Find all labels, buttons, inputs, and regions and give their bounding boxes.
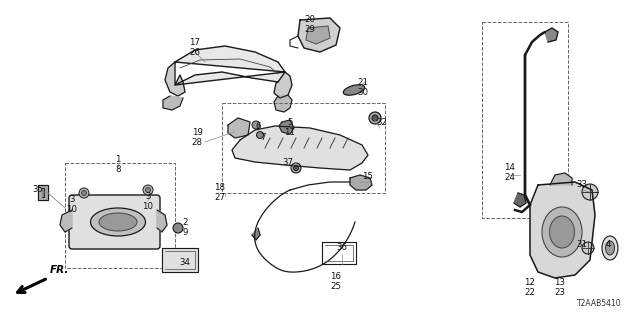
Circle shape (582, 242, 594, 254)
Polygon shape (175, 46, 285, 85)
Text: 34: 34 (179, 258, 191, 267)
Ellipse shape (605, 241, 614, 255)
Polygon shape (274, 95, 292, 112)
Text: 14
24: 14 24 (504, 163, 515, 182)
Polygon shape (274, 72, 292, 98)
Text: 33: 33 (577, 180, 588, 189)
Ellipse shape (602, 236, 618, 260)
Circle shape (145, 188, 150, 193)
Text: 1
8: 1 8 (115, 155, 121, 174)
Text: 35: 35 (33, 185, 44, 194)
Polygon shape (545, 28, 558, 42)
Circle shape (79, 188, 89, 198)
Polygon shape (279, 120, 294, 134)
Ellipse shape (550, 216, 575, 248)
Text: 32: 32 (376, 118, 387, 127)
Circle shape (257, 132, 264, 139)
Polygon shape (550, 173, 572, 185)
Circle shape (372, 115, 378, 121)
Text: FR.: FR. (50, 265, 69, 275)
Text: 6: 6 (255, 122, 260, 131)
Circle shape (291, 163, 301, 173)
Polygon shape (306, 26, 330, 44)
Text: 5
11: 5 11 (285, 118, 296, 137)
Ellipse shape (99, 213, 137, 231)
Circle shape (252, 121, 260, 129)
Text: 4: 4 (605, 240, 611, 249)
Text: 16
25: 16 25 (330, 272, 342, 291)
Ellipse shape (343, 85, 365, 95)
Text: 37: 37 (282, 158, 294, 167)
Polygon shape (42, 188, 44, 197)
Circle shape (143, 185, 153, 195)
Text: 36: 36 (337, 243, 348, 252)
Polygon shape (530, 182, 595, 278)
Ellipse shape (542, 207, 582, 257)
Text: 31: 31 (577, 240, 588, 249)
Text: 19
28: 19 28 (191, 128, 202, 147)
Text: 3
10: 3 10 (143, 192, 154, 211)
Text: 13
23: 13 23 (554, 278, 566, 297)
Text: 12
22: 12 22 (525, 278, 536, 297)
Text: 21
30: 21 30 (358, 78, 369, 97)
Polygon shape (228, 118, 250, 138)
Circle shape (369, 112, 381, 124)
FancyBboxPatch shape (69, 195, 160, 249)
Circle shape (582, 184, 598, 200)
Text: 20
29: 20 29 (305, 15, 316, 34)
Polygon shape (162, 248, 198, 272)
Text: 3
10: 3 10 (67, 195, 77, 214)
Circle shape (173, 223, 183, 233)
Circle shape (81, 190, 86, 196)
Text: 18
27: 18 27 (214, 183, 225, 202)
Polygon shape (165, 62, 185, 96)
Polygon shape (298, 18, 340, 52)
Text: 2
9: 2 9 (182, 218, 188, 237)
Text: 17
26: 17 26 (189, 38, 200, 57)
Polygon shape (232, 126, 368, 170)
Polygon shape (514, 193, 526, 207)
Ellipse shape (90, 208, 145, 236)
Text: T2AAB5410: T2AAB5410 (577, 299, 622, 308)
Polygon shape (252, 228, 260, 240)
Polygon shape (60, 210, 72, 232)
Polygon shape (163, 96, 183, 110)
Text: 15: 15 (362, 172, 374, 181)
Polygon shape (157, 210, 167, 232)
Circle shape (294, 165, 298, 171)
Text: 7: 7 (260, 133, 266, 142)
Polygon shape (350, 175, 372, 190)
Polygon shape (38, 185, 48, 200)
